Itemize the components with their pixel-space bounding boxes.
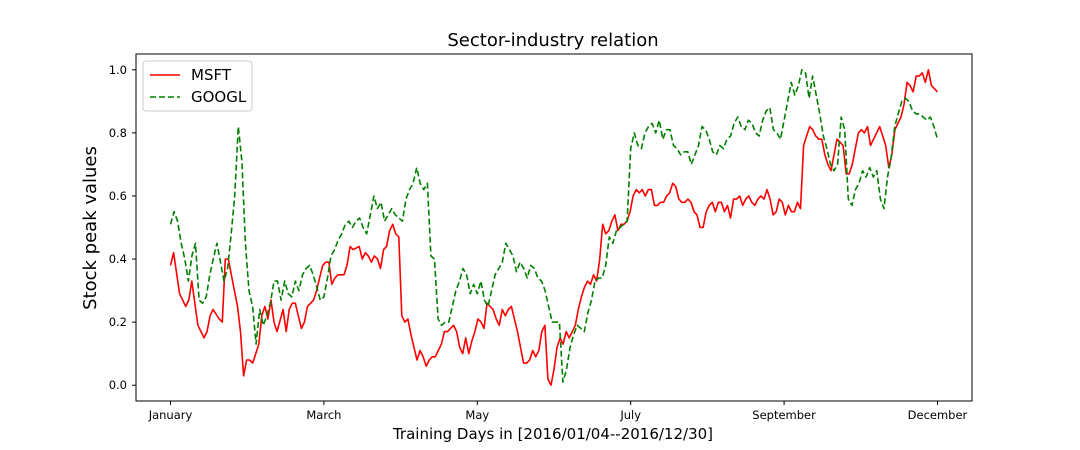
x-tick-label: July — [619, 408, 641, 422]
x-tick-label: March — [306, 408, 341, 422]
series-line-googl — [169, 69, 939, 383]
x-tick-label: September — [752, 408, 816, 422]
x-tick-label: December — [908, 408, 968, 422]
y-tick-label: 0.2 — [109, 315, 127, 329]
y-tick-label: 0.0 — [109, 378, 127, 392]
series-layer — [169, 69, 939, 386]
x-tick-label: May — [465, 408, 489, 422]
y-tick-label: 0.4 — [109, 252, 127, 266]
x-axis-ticks: January March May July September December — [148, 401, 968, 422]
y-axis-label: Stock peak values — [80, 146, 101, 310]
y-tick-label: 0.6 — [109, 189, 127, 203]
legend-label-msft: MSFT — [191, 66, 232, 84]
y-tick-label: 0.8 — [109, 126, 127, 140]
legend: MSFT GOOGL — [142, 60, 253, 112]
chart-title: Sector-industry relation — [447, 30, 658, 51]
legend-box — [142, 60, 253, 112]
y-axis-ticks: 0.0 0.2 0.4 0.6 0.8 1.0 — [109, 63, 136, 392]
x-axis-label: Training Days in [2016/01/04--2016/12/30… — [392, 425, 713, 443]
y-tick-label: 1.0 — [109, 63, 127, 77]
legend-label-googl: GOOGL — [191, 88, 247, 106]
series-line-msft — [169, 69, 939, 386]
x-tick-label: January — [148, 408, 193, 422]
plot-frame — [135, 53, 973, 402]
